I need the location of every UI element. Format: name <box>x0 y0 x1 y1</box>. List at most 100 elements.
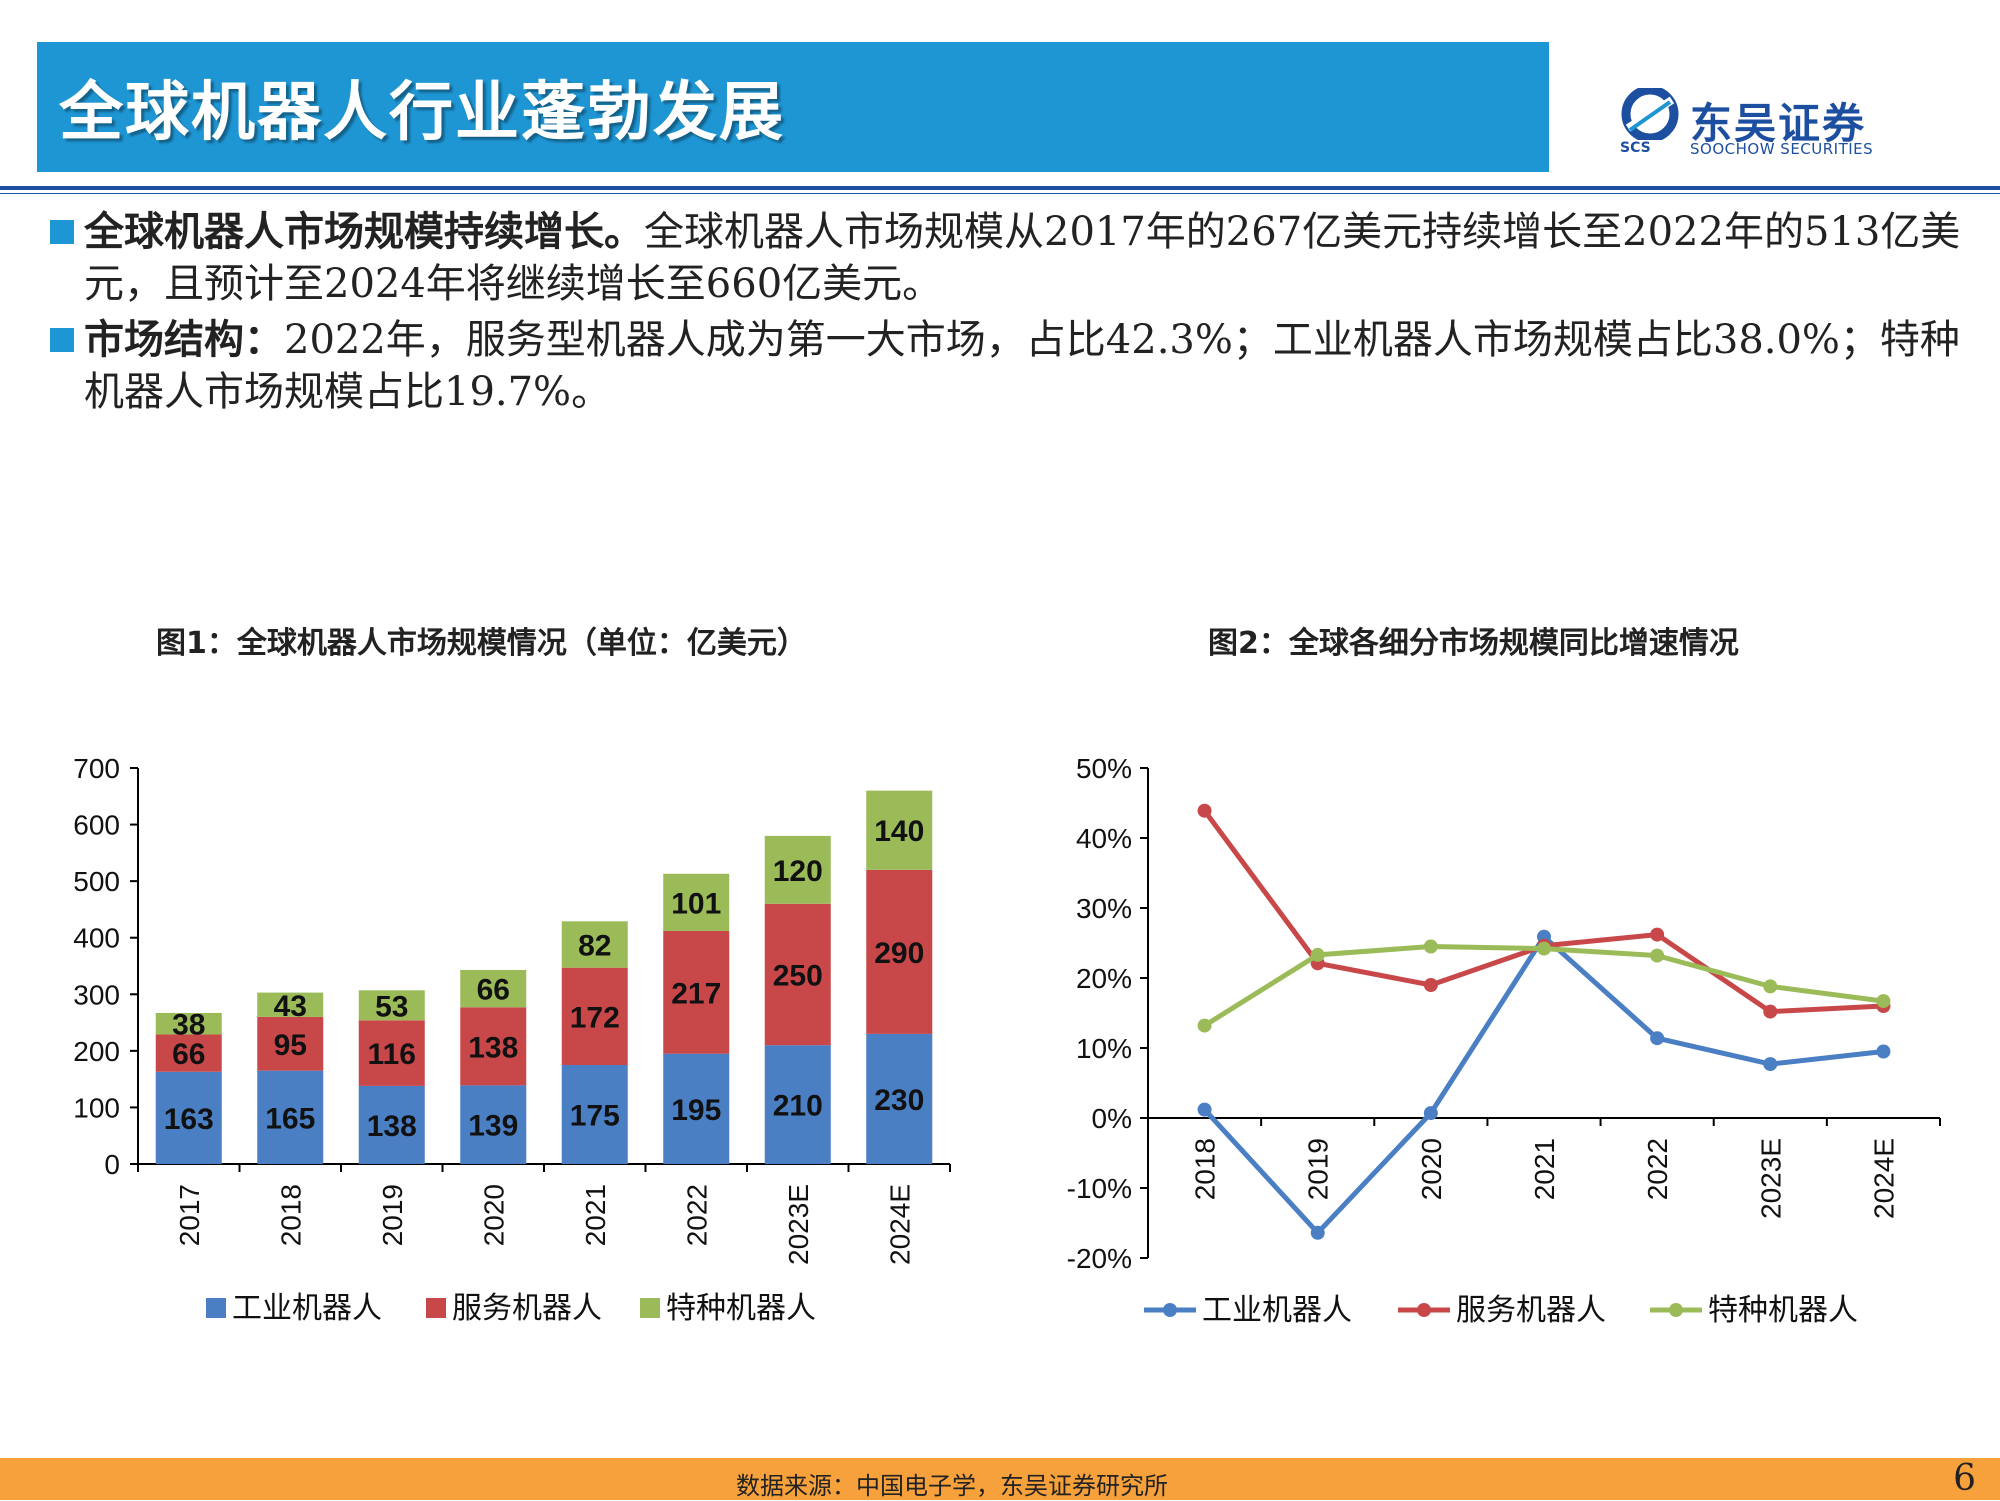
header-divider-thin <box>0 193 2000 194</box>
data-point <box>1197 803 1212 818</box>
bar-data-label: 217 <box>671 977 721 1010</box>
bar-segment <box>358 990 425 1021</box>
bar-segment <box>460 1085 527 1164</box>
bar-data-label: 43 <box>274 990 307 1023</box>
bar-segment <box>561 967 628 1065</box>
data-point <box>1423 1106 1438 1121</box>
data-point <box>1310 1225 1325 1240</box>
company-logo: SCS 东吴证券 SOOCHOW SECURITIES <box>1618 88 1898 160</box>
bar-segment <box>764 1045 831 1164</box>
y-tick-label: 0% <box>1092 1103 1132 1134</box>
page-number: 6 <box>1953 1458 1976 1499</box>
data-source: 数据来源：中国电子学，东吴证券研究所 <box>736 1472 1168 1500</box>
y-tick-label: 200 <box>73 1036 120 1067</box>
bullet-square-icon <box>50 220 74 244</box>
series-line <box>1203 944 1884 1028</box>
bar-segment <box>561 921 628 968</box>
bar-segment <box>257 1070 324 1164</box>
data-point <box>1310 947 1325 962</box>
x-tick-label: 2022 <box>681 1184 712 1246</box>
legend-label: 特种机器人 <box>1708 1294 1858 1327</box>
legend-label: 工业机器人 <box>1202 1294 1352 1327</box>
bullet-lead: 市场结构： <box>84 317 284 363</box>
data-point <box>1650 1031 1665 1046</box>
bar-segment <box>764 903 831 1046</box>
data-point <box>1763 979 1778 994</box>
x-tick-label: 2023E <box>1755 1138 1786 1219</box>
bar-data-label: 38 <box>172 1009 205 1042</box>
bar-data-label: 250 <box>773 959 823 992</box>
data-point <box>1763 1004 1778 1019</box>
bar-segment <box>460 969 527 1008</box>
logo-mark-icon <box>1621 88 1679 140</box>
x-tick-label: 2020 <box>478 1184 509 1246</box>
x-tick-label: 2021 <box>1529 1138 1560 1200</box>
chart1-title: 图1：全球机器人市场规模情况（单位：亿美元） <box>156 626 807 661</box>
bar-data-label: 139 <box>468 1110 518 1143</box>
bar-segment <box>866 869 933 1034</box>
legend-swatch <box>640 1298 660 1318</box>
data-point <box>1423 939 1438 954</box>
title-bar: 全球机器人行业蓬勃发展 <box>37 42 1549 172</box>
y-tick-label: 500 <box>73 866 120 897</box>
data-point <box>1197 1102 1212 1117</box>
bar-segment <box>663 930 730 1054</box>
bar-data-label: 138 <box>468 1031 518 1064</box>
bar-segment <box>257 992 324 1017</box>
y-tick-label: 400 <box>73 923 120 954</box>
bar-segment <box>460 1007 527 1086</box>
chart2-title: 图2：全球各细分市场规模同比增速情况 <box>1208 626 1739 661</box>
bar-segment <box>663 1053 730 1164</box>
bar-segment <box>155 1034 222 1072</box>
y-tick-label: 0 <box>104 1149 120 1180</box>
bar-data-label: 195 <box>671 1094 721 1127</box>
legend-label: 服务机器人 <box>1456 1294 1606 1327</box>
x-tick-label: 2020 <box>1416 1138 1447 1200</box>
series-line <box>1202 809 1884 1015</box>
bar-segment <box>257 1016 324 1071</box>
bullet-square-icon <box>50 328 74 352</box>
legend-marker <box>1417 1303 1431 1317</box>
bar-segment <box>561 1065 628 1164</box>
x-tick-label: 2018 <box>275 1184 306 1246</box>
bar-data-label: 66 <box>477 974 510 1007</box>
x-tick-label: 2021 <box>580 1184 611 1246</box>
bullet-lead: 全球机器人市场规模持续增长。 <box>84 209 644 255</box>
bar-segment <box>764 835 831 904</box>
legend-marker <box>1669 1303 1683 1317</box>
data-point <box>1876 994 1891 1009</box>
legend-label: 特种机器人 <box>666 1292 816 1325</box>
y-tick-label: 600 <box>73 810 120 841</box>
y-tick-label: 30% <box>1076 893 1132 924</box>
bar-data-label: 175 <box>570 1100 620 1133</box>
x-tick-label: 2019 <box>1303 1138 1334 1200</box>
legend-marker <box>1163 1303 1177 1317</box>
y-tick-label: 700 <box>73 753 120 784</box>
y-tick-label: -10% <box>1067 1173 1132 1204</box>
bullet-market-growth: 全球机器人市场规模持续增长。全球机器人市场规模从2017年的267亿美元持续增长… <box>50 206 1970 310</box>
data-point <box>1876 1044 1891 1059</box>
x-tick-label: 2023E <box>783 1184 814 1265</box>
data-point <box>1763 1057 1778 1072</box>
logo-abbr: SCS <box>1620 140 1651 156</box>
bar-segment <box>358 1085 425 1164</box>
data-point <box>1650 927 1665 942</box>
logo-name: 东吴证券 <box>1690 99 1867 148</box>
data-point <box>1423 978 1438 992</box>
x-tick-label: 2017 <box>174 1184 205 1246</box>
growth-rate-line-chart: -20% -10% 0% 10% 20% 30% 40% 50% 2018 2019 2020 202… <box>1067 753 1941 1327</box>
y-tick-label: -20% <box>1067 1243 1132 1274</box>
bar-segment <box>866 790 933 870</box>
bar-segment <box>866 1033 933 1164</box>
bar-data-label: 140 <box>874 815 924 848</box>
page-title: 全球机器人行业蓬勃发展 <box>59 76 785 150</box>
bar-data-label: 95 <box>274 1029 307 1062</box>
y-tick-label: 50% <box>1076 753 1132 784</box>
y-tick-label: 10% <box>1076 1033 1132 1064</box>
bar-segment <box>358 1020 425 1086</box>
market-size-bar-chart: 0100200300400500600700163663820171659543… <box>73 753 951 1325</box>
legend-label: 工业机器人 <box>232 1292 382 1325</box>
x-tick-label: 2018 <box>1190 1138 1221 1200</box>
y-tick-label: 40% <box>1076 823 1132 854</box>
data-point <box>1650 948 1665 963</box>
